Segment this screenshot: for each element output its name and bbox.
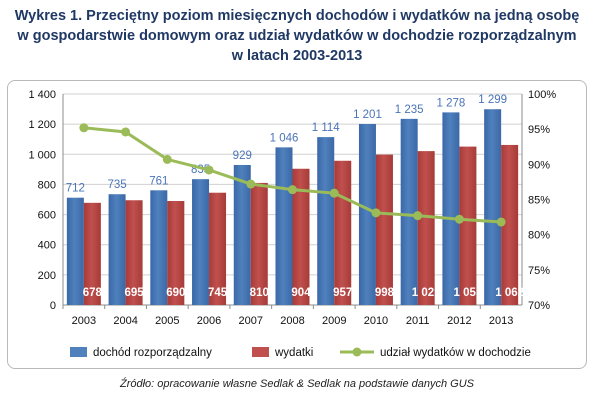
data-label-income: 761 [149, 175, 168, 187]
share-point [204, 165, 214, 175]
bar-expenses [292, 168, 310, 305]
legend-label-share: udział wydatków w dochodzie [380, 347, 531, 359]
share-point [329, 188, 339, 198]
bar-income [400, 118, 418, 305]
share-point [413, 211, 423, 221]
data-label-expenses: 745 [208, 287, 228, 299]
data-label-expenses: 810 [250, 287, 269, 299]
source-note: Źródło: opracowanie własne Sedlak & Sedl… [119, 378, 475, 390]
bar-income [192, 179, 210, 305]
bar-expenses [501, 144, 519, 305]
y-right-tick-label: 90% [528, 159, 550, 171]
y-left-tick-label: 1 200 [28, 119, 56, 131]
data-label-income: 929 [233, 150, 252, 162]
bar-income [108, 194, 126, 305]
bar-expenses [459, 146, 477, 305]
data-label-expenses: 678 [83, 287, 103, 299]
data-label-income: 1 235 [395, 104, 424, 116]
x-tick-label: 2005 [155, 315, 179, 327]
y-right-tick-label: 100% [528, 89, 556, 101]
y-left-tick-label: 400 [38, 240, 56, 252]
x-tick-label: 2007 [239, 315, 263, 327]
bar-expenses [334, 160, 352, 305]
y-right-tick-label: 80% [528, 230, 550, 242]
x-tick-label: 2013 [489, 315, 513, 327]
bar-expenses [209, 192, 227, 305]
bar-expenses [83, 202, 101, 305]
y-left-tick-label: 1 400 [28, 89, 56, 101]
bar-income [484, 109, 502, 306]
y-right-tick-label: 70% [528, 300, 550, 312]
chart-title-line-2: w gospodarstwie domowym oraz udział wyda… [17, 28, 577, 44]
x-tick-label: 2012 [447, 315, 471, 327]
share-point [288, 185, 297, 195]
share-point [79, 123, 89, 133]
y-right-tick-label: 85% [528, 195, 550, 207]
chart-title-line-1: Wykres 1. Przeciętny poziom miesięcznych… [14, 8, 580, 24]
data-label-expenses: 1 021 [412, 287, 441, 299]
data-label-expenses: 957 [333, 287, 352, 299]
x-tick-label: 2010 [364, 315, 388, 327]
y-right-tick-label: 95% [528, 124, 550, 136]
data-label-expenses: 998 [375, 287, 395, 299]
bar-income [442, 112, 460, 305]
data-label-expenses: 690 [166, 287, 185, 299]
chart-title: Wykres 1. Przeciętny poziom miesięcznych… [0, 6, 594, 66]
y-right-tick-label: 75% [528, 265, 550, 277]
share-point [121, 127, 131, 137]
share-point [246, 179, 256, 189]
bar-expenses [125, 200, 143, 305]
bar-expenses [250, 182, 268, 305]
bar-income [233, 164, 251, 305]
data-label-income: 712 [66, 183, 85, 195]
bar-income [358, 123, 376, 305]
x-tick-label: 2003 [72, 315, 96, 327]
data-label-expenses: 904 [291, 287, 311, 299]
legend-marker-share [352, 347, 362, 357]
y-left-tick-label: 1 000 [28, 149, 56, 161]
x-tick-label: 2009 [322, 315, 346, 327]
data-label-income: 1 201 [353, 109, 382, 121]
bar-income [275, 147, 293, 305]
bar-expenses [417, 151, 435, 305]
bar-expenses [375, 154, 393, 305]
data-label-expenses: 695 [124, 287, 144, 299]
x-tick-label: 2004 [113, 315, 137, 327]
legend-swatch-expenses [252, 347, 269, 357]
x-tick-label: 2011 [406, 315, 430, 327]
data-label-expenses: 1 062 [495, 287, 524, 299]
legend-label-income: dochód rozporządzalny [93, 347, 212, 359]
bar-income [150, 190, 168, 305]
data-label-income: 1 046 [270, 132, 299, 144]
data-label-income: 1 114 [312, 122, 341, 134]
y-left-tick-label: 800 [38, 179, 56, 191]
share-point [162, 154, 172, 164]
chart-title-line-3: w latach 2003-2013 [231, 48, 363, 64]
data-label-income: 1 299 [478, 94, 507, 106]
data-label-expenses: 1 051 [454, 287, 483, 299]
legend-label-expenses: wydatki [274, 347, 313, 359]
share-point [371, 208, 381, 218]
data-label-income: 735 [107, 179, 126, 191]
share-point [454, 214, 464, 224]
bar-income [66, 197, 84, 305]
y-left-tick-label: 600 [38, 210, 56, 222]
legend-swatch-income [70, 347, 87, 357]
bar-expenses [167, 201, 185, 305]
data-label-income: 1 278 [437, 97, 466, 109]
x-tick-label: 2006 [197, 315, 221, 327]
bar-income [317, 137, 335, 305]
share-point [496, 217, 506, 227]
y-left-tick-label: 200 [38, 270, 56, 282]
y-left-tick-label: 0 [50, 300, 56, 312]
x-tick-label: 2008 [280, 315, 304, 327]
